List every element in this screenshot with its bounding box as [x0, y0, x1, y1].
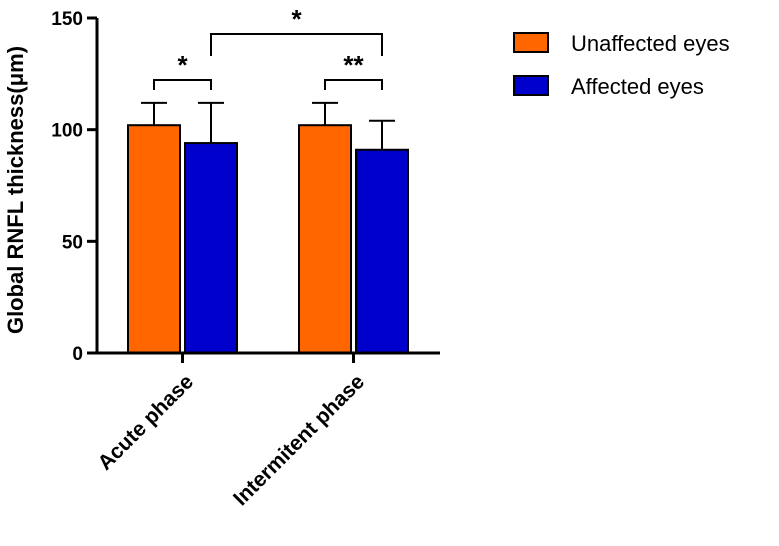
significance-bracket	[210, 33, 383, 56]
significance-bracket	[324, 79, 383, 90]
y-axis-title: Global RNFL thickness(μm)	[3, 46, 28, 334]
significance-label: *	[291, 4, 302, 34]
bar	[355, 148, 409, 354]
y-tick-label: 150	[51, 9, 83, 30]
y-tick-label: 0	[72, 344, 83, 365]
y-tick-label: 50	[62, 232, 83, 253]
bar	[127, 124, 181, 354]
y-tick-label: 100	[51, 121, 83, 142]
bar	[184, 142, 238, 354]
significance-bracket	[153, 79, 212, 90]
significance-label: **	[343, 50, 364, 80]
significance-label: *	[177, 50, 188, 80]
x-tick-label: Acute phase	[93, 370, 198, 475]
x-tick-label: Intermitent phase	[229, 370, 369, 510]
legend-label: Unaffected eyes	[571, 31, 730, 56]
bar	[298, 124, 352, 354]
legend-label: Affected eyes	[571, 74, 704, 99]
legend-swatch	[513, 75, 549, 96]
legend-swatch	[513, 32, 549, 53]
